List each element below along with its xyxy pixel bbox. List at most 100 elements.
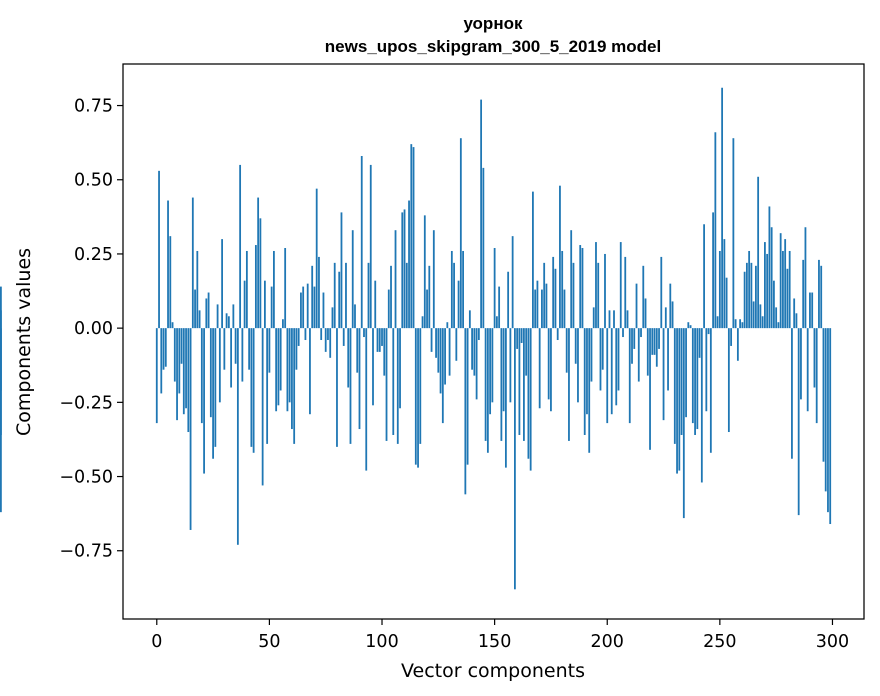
bar-293 [815, 328, 818, 424]
bar-255 [730, 328, 733, 346]
bar-52 [273, 250, 275, 329]
bar-100 [381, 328, 383, 346]
bar-63 [297, 328, 300, 346]
bar-275 [775, 307, 778, 329]
bar-296 [822, 328, 825, 462]
bar-186 [574, 328, 577, 364]
bar-80 [336, 328, 338, 447]
bar-274 [773, 280, 775, 329]
bar-288 [804, 227, 807, 329]
bar-176 [552, 256, 555, 329]
bar-4 [164, 328, 167, 367]
bar-134 [457, 280, 460, 329]
bar-238 [691, 328, 694, 424]
bar-281 [788, 250, 791, 329]
bar-67 [306, 283, 309, 329]
bar-242 [700, 328, 703, 483]
bar-0 [155, 328, 158, 424]
bar-38 [241, 328, 244, 382]
bar-200 [606, 328, 609, 424]
bar-232 [678, 328, 681, 471]
bar-291 [811, 292, 814, 329]
bar-163 [523, 328, 525, 441]
bar-267 [757, 176, 760, 329]
bar-257 [734, 319, 737, 329]
bar-299 [829, 328, 832, 525]
bar-294 [818, 259, 820, 329]
bar-264 [750, 262, 753, 329]
bar-33 [230, 328, 233, 388]
bar-30 [223, 328, 226, 370]
bar-85 [347, 328, 350, 388]
bar-298 [827, 328, 829, 513]
bar-91 [360, 156, 363, 329]
bar-131 [450, 250, 453, 329]
bar-48 [263, 280, 266, 329]
bar-253 [725, 277, 728, 329]
bar-117 [419, 328, 422, 444]
bar-10 [178, 328, 181, 394]
bar-69 [311, 265, 314, 329]
bar-254 [727, 328, 730, 433]
bar-172 [543, 262, 546, 329]
bar-157 [509, 328, 512, 403]
y-tick-label: 0.25 [74, 245, 113, 265]
bar-183 [568, 328, 570, 441]
bar-1 [158, 170, 160, 329]
bar-78 [331, 307, 334, 329]
bar-26 [214, 328, 217, 447]
bar-146 [484, 328, 487, 441]
bar-266 [754, 265, 757, 329]
bar-71 [315, 188, 318, 329]
bar-53 [275, 328, 278, 412]
bar-216 [642, 265, 645, 329]
bar-19 [198, 310, 201, 329]
bar-116 [417, 328, 419, 468]
bar-82 [340, 212, 343, 329]
bar-109 [401, 212, 404, 329]
bar-206 [619, 242, 622, 329]
bar-168 [534, 289, 537, 329]
bar-34 [232, 304, 235, 329]
bar-74 [322, 292, 325, 329]
bar-35 [234, 328, 237, 364]
bar-12 [182, 328, 185, 415]
bar-177 [554, 268, 557, 329]
bar-261 [743, 271, 746, 329]
bar-243 [703, 224, 705, 329]
bar-120 [426, 289, 428, 329]
bar-217 [644, 298, 647, 329]
bar-268 [759, 304, 762, 329]
bar-31 [225, 313, 228, 329]
bar-167 [532, 191, 534, 329]
bar-105 [392, 328, 395, 435]
bar-175 [550, 328, 552, 412]
bar-25 [212, 328, 214, 459]
x-tick-label: 150 [478, 632, 511, 652]
bar-256 [732, 138, 735, 329]
bar-41 [248, 328, 251, 370]
bar-185 [572, 262, 575, 329]
bar-285 [797, 328, 800, 516]
bar-124 [435, 328, 437, 358]
bar-51 [270, 286, 273, 329]
x-tick-label: 200 [591, 632, 624, 652]
bar-234 [682, 328, 685, 519]
bar-279 [784, 239, 787, 329]
bar-193 [590, 328, 593, 382]
x-tick-label: 50 [258, 632, 280, 652]
bar-23 [207, 292, 210, 329]
bar-150 [493, 248, 496, 329]
bar-224 [660, 256, 663, 329]
bar-57 [284, 248, 287, 329]
bar-222 [655, 328, 658, 367]
bar-191 [586, 328, 588, 415]
bar-39 [243, 280, 246, 329]
bar-151 [495, 316, 498, 329]
bar-189 [581, 248, 584, 329]
bar-47 [261, 328, 264, 486]
bar-205 [617, 328, 620, 391]
bar-series [0, 87, 832, 590]
bar-76 [327, 328, 329, 341]
bar-144 [480, 99, 483, 329]
